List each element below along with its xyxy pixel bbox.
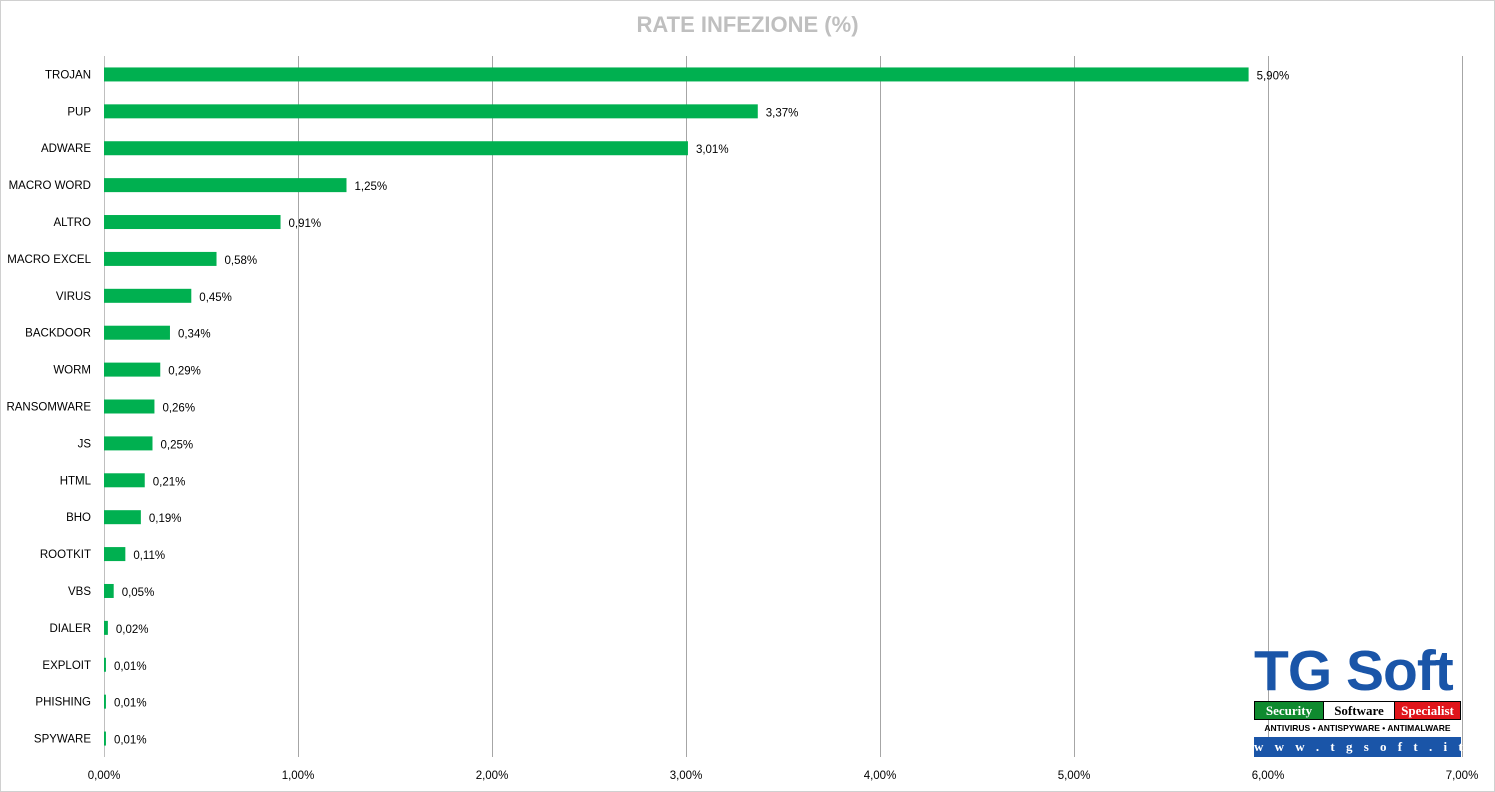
data-label: 0,05% <box>122 587 155 599</box>
data-label: 0,01% <box>114 735 147 747</box>
logo-subtitle: ANTIVIRUS • ANTISPYWARE • ANTIMALWARE <box>1264 723 1451 733</box>
data-label: 0,91% <box>289 218 322 230</box>
data-label: 0,58% <box>225 255 258 267</box>
data-label: 5,90% <box>1257 70 1290 82</box>
category-label: MACRO WORD <box>9 180 91 192</box>
category-label: MACRO EXCEL <box>7 254 91 266</box>
bar <box>104 178 347 193</box>
category-label: WORM <box>53 365 91 377</box>
category-label: RANSOMWARE <box>6 402 91 414</box>
logo-url: w w w . t g s o f t . i t <box>1254 737 1463 757</box>
data-label: 3,01% <box>696 144 729 156</box>
x-tick-label: 4,00% <box>864 770 897 782</box>
logo-tagline-specialist: Specialist <box>1395 702 1460 719</box>
category-label: DIALER <box>49 623 91 635</box>
category-label: PHISHING <box>35 697 91 709</box>
category-label: ROOTKIT <box>40 549 91 561</box>
data-label: 0,01% <box>114 661 147 673</box>
bar <box>104 731 106 746</box>
chart-title: RATE INFEZIONE (%) <box>636 12 859 37</box>
data-label: 0,26% <box>162 403 195 415</box>
x-tick-label: 7,00% <box>1446 770 1479 782</box>
data-label: 0,01% <box>114 698 147 710</box>
data-label: 0,21% <box>153 476 186 488</box>
category-label: EXPLOIT <box>42 660 91 672</box>
bar <box>104 620 108 635</box>
bar <box>104 215 281 230</box>
category-label: BACKDOOR <box>25 328 91 340</box>
bar <box>104 510 141 525</box>
x-tick-label: 2,00% <box>476 770 509 782</box>
bar <box>104 657 106 672</box>
category-label: JS <box>78 438 92 450</box>
bar <box>104 141 688 156</box>
logo-tagline-security: Security <box>1255 702 1323 719</box>
bar <box>104 288 192 303</box>
data-label: 1,25% <box>355 181 388 193</box>
data-label: 0,29% <box>168 366 201 378</box>
data-label: 0,02% <box>116 624 149 636</box>
bar <box>104 67 1249 82</box>
data-label: 0,11% <box>133 550 165 562</box>
bar <box>104 694 106 709</box>
data-label: 0,45% <box>199 292 232 304</box>
logo-wordmark: TG Soft <box>1254 639 1454 703</box>
category-label: ALTRO <box>54 217 92 229</box>
category-label: VIRUS <box>56 291 91 303</box>
logo-tagline-strip: Security Software Specialist <box>1254 701 1461 720</box>
category-label: PUP <box>67 106 91 118</box>
bar <box>104 104 758 119</box>
x-tick-label: 3,00% <box>670 770 703 782</box>
bar <box>104 583 114 598</box>
tg-soft-logo: TG Soft Security Software Specialist ANT… <box>1254 639 1463 758</box>
x-tick-label: 5,00% <box>1058 770 1091 782</box>
logo-tagline-software: Software <box>1323 702 1395 719</box>
category-label: BHO <box>66 512 91 524</box>
data-label: 3,37% <box>766 107 799 119</box>
x-tick-label: 1,00% <box>282 770 315 782</box>
data-label: 0,25% <box>161 439 194 451</box>
category-label: HTML <box>60 475 92 487</box>
data-label: 0,19% <box>149 513 182 525</box>
bar <box>104 547 126 562</box>
bar <box>104 362 161 377</box>
bar <box>104 325 170 340</box>
data-label: 0,34% <box>178 329 211 341</box>
category-label: VBS <box>68 586 91 598</box>
bar <box>104 473 145 488</box>
x-tick-label: 6,00% <box>1252 770 1285 782</box>
bar <box>104 436 153 451</box>
category-label: ADWARE <box>41 143 91 155</box>
x-tick-label: 0,00% <box>88 770 121 782</box>
bar <box>104 399 155 414</box>
category-label: SPYWARE <box>34 734 91 746</box>
bar <box>104 251 217 266</box>
category-label: TROJAN <box>45 69 91 81</box>
